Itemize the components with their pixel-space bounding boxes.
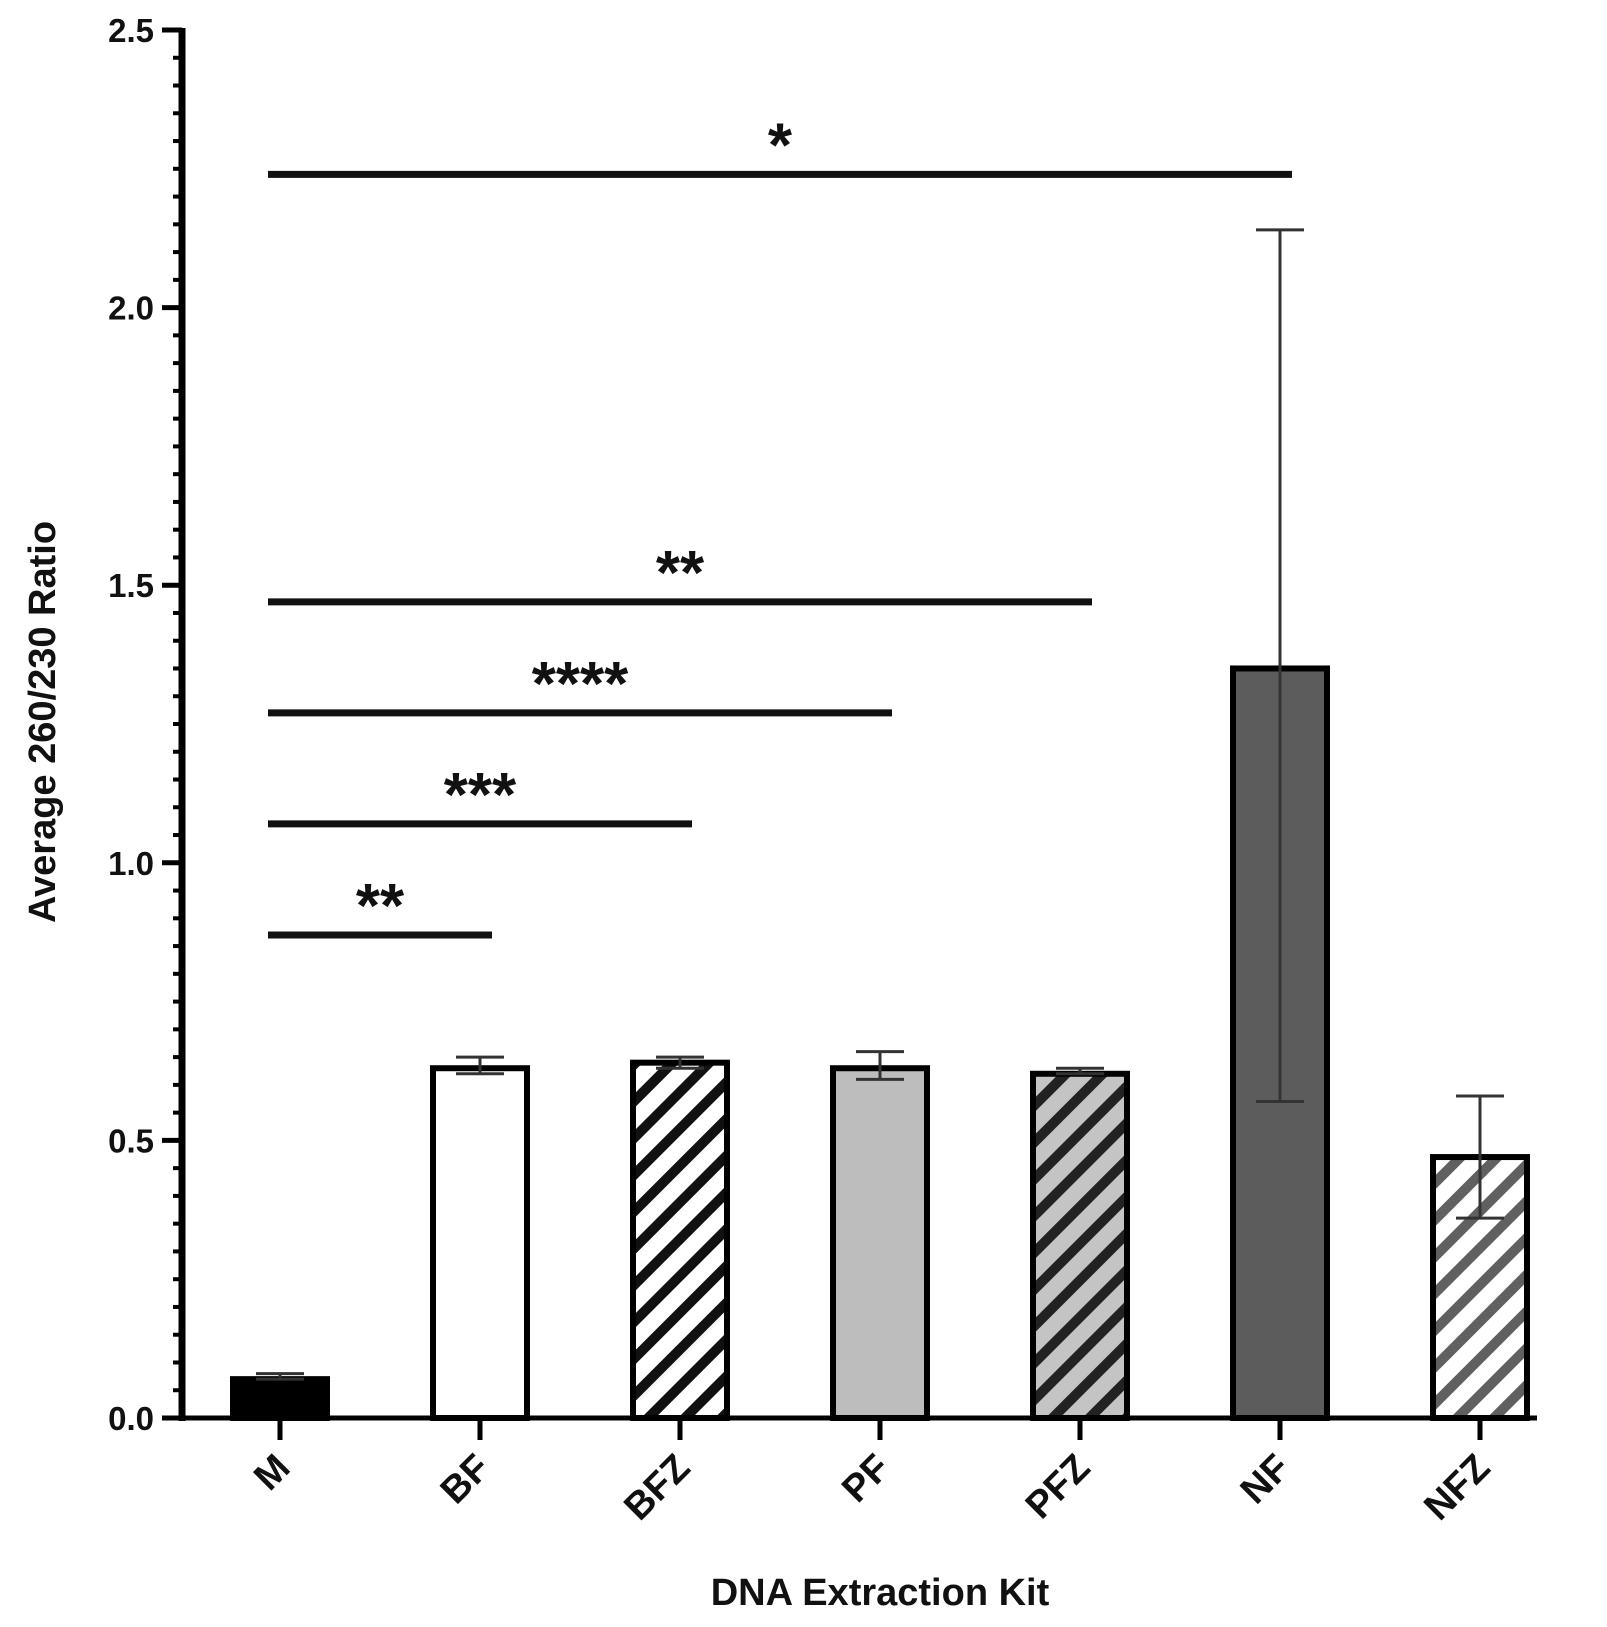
significance-m-nf: * [268, 111, 1292, 180]
significance-label: ** [656, 539, 705, 608]
x-tick-label-nf: NF [1233, 1447, 1299, 1513]
significance-label: * [768, 111, 793, 180]
significance-m-bfz: *** [268, 761, 692, 830]
error-bar-nfz [1456, 1094, 1504, 1220]
y-tick-label: 2.0 [108, 290, 154, 327]
y-tick-label: 0.5 [108, 1122, 154, 1159]
x-tick-label-nfz: NFZ [1416, 1447, 1498, 1529]
significance-m-pfz: ** [268, 539, 1092, 608]
bar-m [230, 1376, 330, 1421]
x-tick-label-m: M [246, 1447, 298, 1499]
significance-label: **** [532, 650, 629, 719]
x-tick-label-pfz: PFZ [1018, 1447, 1098, 1527]
bar-bf [430, 1065, 530, 1421]
y-tick-label: 1.5 [108, 567, 154, 604]
error-bar-pfz [1056, 1066, 1104, 1076]
bar-pf [830, 1065, 930, 1421]
error-bar-nf [1256, 228, 1304, 1104]
error-bar-bfz [656, 1055, 704, 1070]
significance-label: *** [444, 761, 517, 830]
error-bars-layer [256, 228, 1504, 1381]
y-tick-label: 2.5 [108, 12, 154, 49]
significance-m-pf: **** [268, 650, 892, 719]
error-bar-bf [456, 1055, 504, 1076]
x-tick-label-pf: PF [834, 1447, 898, 1511]
significance-m-bf: ** [268, 872, 492, 941]
y-tick-label: 0.0 [108, 1400, 154, 1437]
error-bar-pf [856, 1050, 904, 1081]
y-tick-label: 1.0 [108, 845, 154, 882]
error-bar-m [256, 1372, 304, 1381]
x-axis-title: DNA Extraction Kit [711, 1572, 1050, 1614]
x-tick-label-bf: BF [433, 1447, 499, 1513]
significance-layer: ************ [268, 111, 1292, 941]
bar-pfz [1030, 1070, 1130, 1421]
bar-bfz [630, 1059, 730, 1421]
significance-label: ** [356, 872, 405, 941]
x-tick-label-bfz: BFZ [616, 1447, 698, 1529]
y-axis-title: Average 260/230 Ratio [22, 521, 64, 923]
bars-layer [230, 665, 1530, 1422]
